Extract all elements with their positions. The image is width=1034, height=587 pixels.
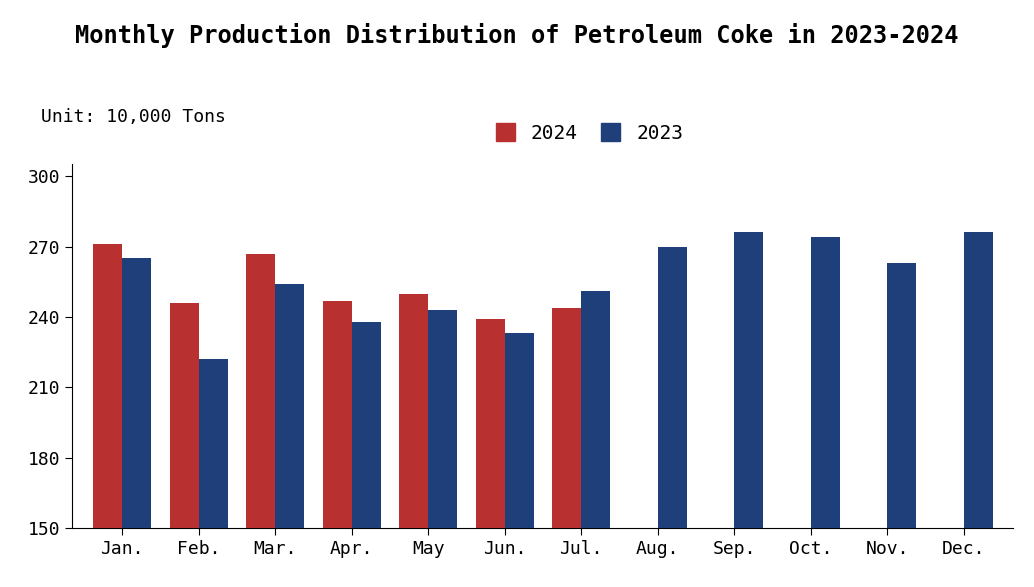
Bar [352, 322, 381, 528]
Bar [93, 244, 122, 528]
Bar [323, 301, 352, 528]
Bar [734, 232, 763, 528]
Bar [552, 308, 581, 528]
Text: Unit: 10,000 Tons: Unit: 10,000 Tons [41, 109, 226, 126]
Bar [887, 263, 916, 528]
Bar [246, 254, 275, 528]
Bar [658, 247, 687, 528]
Bar [505, 333, 534, 528]
Bar [476, 319, 505, 528]
Legend: 2024, 2023: 2024, 2023 [488, 116, 691, 150]
Bar [964, 232, 993, 528]
Bar [170, 303, 199, 528]
Bar [275, 284, 304, 528]
Bar [399, 294, 428, 528]
Bar [811, 237, 840, 528]
Bar [581, 291, 610, 528]
Bar [428, 310, 457, 528]
Bar [122, 258, 151, 528]
Text: Monthly Production Distribution of Petroleum Coke in 2023-2024: Monthly Production Distribution of Petro… [75, 23, 959, 49]
Bar [199, 359, 227, 528]
